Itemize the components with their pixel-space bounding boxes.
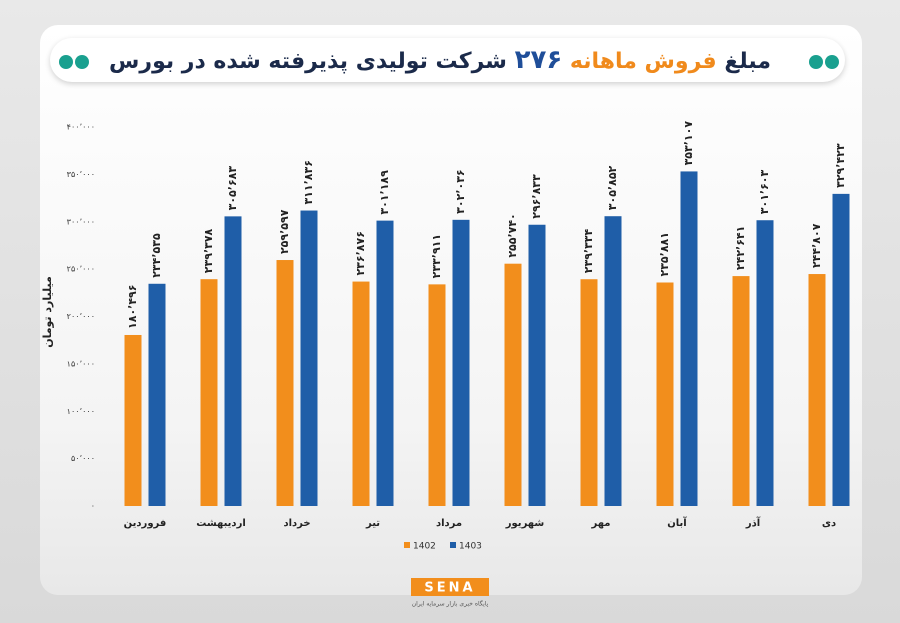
bar: [580, 279, 598, 506]
value-label: ۳۰۱٬۱۸۹: [378, 170, 391, 215]
bar: [276, 260, 294, 506]
logo: SENA: [424, 581, 475, 596]
value-label: ۳۲۹٬۴۲۳: [834, 143, 847, 188]
y-tick-label: ۳۰۰٬۰۰۰: [67, 217, 95, 226]
x-tick-label: اردیبهشت: [196, 518, 246, 529]
value-label: ۳۰۵٬۶۸۳: [226, 166, 239, 211]
y-tick-label: ۱۵۰٬۰۰۰: [67, 359, 95, 368]
bar: [756, 220, 774, 507]
x-tick-label: مرداد: [436, 518, 462, 529]
bar: [504, 263, 522, 506]
value-label: ۳۱۱٬۸۳۶: [302, 160, 315, 204]
card: [40, 25, 862, 595]
x-tick-label: مهر: [590, 518, 610, 529]
y-tick-label: ۵۰٬۰۰۰: [71, 454, 95, 463]
title-pill: [50, 38, 845, 82]
y-tick-label: ۲۰۰٬۰۰۰: [67, 312, 95, 321]
value-label: ۲۳۳٬۹۱۱: [430, 234, 443, 278]
legend-label: 1403: [459, 542, 482, 552]
x-tick-label: فروردین: [124, 518, 167, 529]
legend-swatch: [404, 542, 410, 548]
bar: [352, 281, 370, 506]
y-tick-label: ۰: [91, 502, 95, 511]
value-label: ۲۳۴٬۵۳۵: [150, 233, 163, 278]
x-tick-label: خرداد: [283, 518, 310, 529]
title-part: شرکت تولیدی پذیرفته شده در بورس: [109, 49, 507, 74]
y-tick-label: ۲۵۰٬۰۰۰: [67, 265, 95, 274]
value-label: ۲۳۶٬۸۷۶: [354, 231, 367, 275]
bar: [832, 193, 850, 506]
value-label: ۳۰۱٬۶۰۳: [758, 169, 771, 214]
quote-marks: [59, 55, 839, 69]
title-part: مبلغ: [724, 49, 771, 74]
bar: [808, 274, 826, 506]
x-tick-label: آبان: [667, 516, 687, 529]
x-tick-label: آذر: [745, 516, 761, 529]
tagline: پایگاه خبری بازار سرمایه ایران: [412, 600, 489, 608]
logo-box: [411, 578, 489, 596]
y-tick-label: ۴۰۰٬۰۰۰: [67, 123, 95, 132]
legend-swatch: [450, 542, 456, 548]
bar: [732, 276, 750, 506]
legend-label: 1402: [413, 542, 436, 552]
title-part: فروش ماهانه: [569, 49, 717, 74]
value-label: ۲۴۲٬۶۴۱: [734, 226, 747, 270]
value-label: ۳۰۲٬۰۳۶: [454, 169, 467, 213]
bar: [148, 283, 166, 506]
value-label: ۲۴۴٬۸۰۷: [810, 223, 823, 268]
value-label: ۲۵۵٬۷۴۰: [506, 213, 519, 257]
title-part: ۲۷۶: [514, 45, 563, 75]
y-axis-label: میلیارد تومان: [41, 276, 54, 348]
bar: [428, 284, 446, 506]
bar: [200, 279, 218, 506]
x-tick-label: دی: [822, 518, 836, 529]
value-label: ۲۳۵٬۸۸۱: [658, 232, 671, 276]
bar: [680, 171, 698, 506]
bar: [656, 282, 674, 506]
bar: [124, 334, 142, 506]
bar: [224, 216, 242, 506]
y-tick-label: ۱۰۰٬۰۰۰: [67, 407, 95, 416]
value-label: ۳۵۳٬۱۰۷: [682, 121, 695, 166]
bar: [300, 210, 318, 506]
bar: [604, 216, 622, 506]
value-label: ۲۳۹٬۳۳۴: [582, 228, 595, 273]
x-tick-label: تیر: [365, 518, 380, 529]
value-label: ۲۹۶٬۸۳۳: [530, 174, 543, 219]
x-tick-label: شهریور: [505, 518, 545, 529]
value-label: ۱۸۰٬۴۹۶: [126, 285, 139, 329]
bar: [452, 219, 470, 506]
bar: [376, 220, 394, 507]
bar: [528, 224, 546, 506]
value-label: ۳۰۵٬۸۵۲: [606, 165, 619, 210]
value-label: ۲۳۹٬۳۷۸: [202, 228, 215, 273]
chart-title: مبلغ فروش ماهانه ۲۷۶ شرکت تولیدی پذیرفته…: [95, 42, 785, 80]
value-label: ۲۵۹٬۵۹۷: [278, 209, 291, 254]
y-tick-label: ۳۵۰٬۰۰۰: [67, 170, 95, 179]
